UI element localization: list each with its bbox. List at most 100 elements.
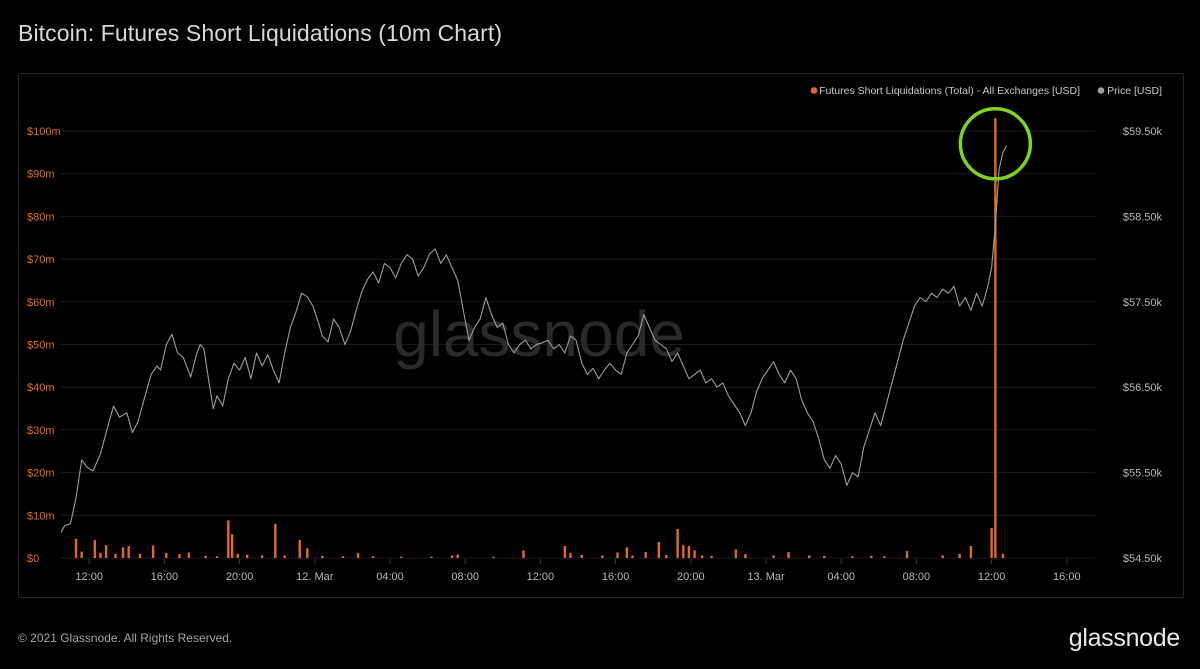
liquidation-bar[interactable] [883, 556, 886, 558]
glassnode-logo[interactable]: glassnode [1068, 624, 1181, 652]
liquidation-bar[interactable] [127, 546, 130, 558]
liquidation-bar[interactable] [341, 556, 345, 558]
legend-price-label[interactable]: Price [USD] [1107, 85, 1162, 97]
y-right-tick-label: $56.50k [1123, 382, 1163, 394]
liquidation-bar[interactable] [580, 555, 583, 558]
liquidation-bar[interactable] [1001, 553, 1005, 558]
liquidation-bar[interactable] [851, 556, 854, 558]
legend-price-dot [1097, 87, 1105, 94]
y-right-tick-label: $55.50k [1123, 468, 1163, 480]
liquidation-bar[interactable] [616, 552, 619, 558]
y-left-tick-label: $60m [27, 297, 55, 309]
liquidation-bar[interactable] [644, 552, 647, 558]
liquidation-bar[interactable] [693, 550, 696, 558]
liquidation-bar[interactable] [274, 523, 277, 558]
liquidation-bar[interactable] [104, 545, 108, 558]
liquidation-bar[interactable] [563, 546, 567, 558]
liquidation-bar[interactable] [456, 554, 459, 558]
liquidation-bar[interactable] [492, 556, 495, 558]
x-tick-label: 12:00 [75, 571, 103, 583]
y-left-tick-label: $10m [27, 510, 55, 522]
liquidation-bar[interactable] [744, 554, 747, 558]
liquidation-bar[interactable] [430, 556, 433, 558]
chart-frame: glassnode $0 $10m $20m $30m $40m $50m $60m $70m $… [18, 73, 1184, 598]
liquidation-bar[interactable] [969, 546, 973, 558]
liquidation-bar[interactable] [138, 553, 142, 558]
liquidation-bar[interactable] [710, 555, 713, 558]
liquidation-bar[interactable] [994, 118, 997, 558]
liquidation-bar[interactable] [700, 555, 704, 558]
liquidation-bar[interactable] [227, 520, 230, 558]
liquidation-bar[interactable] [569, 552, 572, 558]
watermark-text: glassnode [393, 298, 685, 370]
liquidation-bar[interactable] [178, 554, 181, 558]
page-title: Bitcoin: Futures Short Liquidations (10m… [18, 20, 503, 46]
liquidation-bar[interactable] [682, 545, 685, 558]
y-right-tick-label: $54.50k [1123, 553, 1163, 565]
liquidation-bar[interactable] [905, 551, 909, 558]
liquidation-bar[interactable] [283, 555, 286, 558]
liquidation-bar[interactable] [114, 553, 117, 558]
x-tick-label: 13. Mar [747, 571, 785, 583]
liquidation-bar[interactable] [306, 548, 309, 558]
price-line[interactable] [60, 145, 1008, 533]
liquidation-bar[interactable] [958, 553, 961, 558]
y-left-tick-label: $90m [27, 169, 55, 181]
x-tick-label: 12:00 [527, 571, 555, 583]
liquidation-bar[interactable] [625, 547, 629, 558]
x-tick-label: 16:00 [602, 571, 630, 583]
y-left-tick-label: $70m [27, 254, 55, 266]
liquidation-bar[interactable] [99, 552, 102, 558]
liquidation-bar[interactable] [601, 555, 604, 558]
y-left-tick-label: $20m [27, 468, 55, 480]
liquidation-bar[interactable] [187, 552, 191, 558]
liquidation-bar[interactable] [80, 551, 83, 558]
liquidation-bar[interactable] [823, 555, 826, 558]
liquidation-bar[interactable] [676, 528, 679, 558]
y-left-tick-label: $100m [27, 126, 61, 138]
x-tick-label: 04:00 [827, 571, 855, 583]
liquidation-bar[interactable] [245, 554, 249, 558]
liquidation-bar[interactable] [772, 555, 775, 558]
chart-svg[interactable]: glassnode $0 $10m $20m $30m $40m $50m $60m $70m $… [19, 74, 1183, 597]
y-right-tick-label: $57.50k [1123, 297, 1163, 309]
liquidation-bar[interactable] [787, 552, 790, 558]
liquidation-bar[interactable] [121, 547, 125, 558]
liquidation-bar[interactable] [990, 528, 993, 558]
liquidation-bar[interactable] [151, 545, 155, 558]
x-tick-label: 20:00 [226, 571, 254, 583]
liquidation-bar[interactable] [687, 546, 691, 558]
liquidation-bar[interactable] [400, 556, 403, 558]
x-tick-label: 08:00 [903, 571, 931, 583]
x-tick-label: 16:00 [151, 571, 179, 583]
liquidation-bar[interactable] [321, 555, 324, 558]
liquidation-bar[interactable] [215, 556, 219, 558]
liquidation-bar[interactable] [734, 549, 738, 558]
liquidation-bar[interactable] [230, 534, 234, 558]
y-left-tick-label: $50m [27, 340, 55, 352]
liquidation-bar[interactable] [236, 553, 239, 558]
legend-liquidations-label[interactable]: Futures Short Liquidations (Total) - All… [819, 85, 1080, 97]
liquidation-bar[interactable] [93, 540, 97, 558]
liquidation-bar[interactable] [298, 540, 301, 558]
liquidation-bar[interactable] [450, 555, 454, 558]
liquidation-bar[interactable] [808, 555, 811, 558]
y-left-tick-label: $40m [27, 382, 55, 394]
liquidation-bar[interactable] [204, 555, 207, 558]
y-left-tick-label: $0 [27, 553, 39, 565]
liquidation-bar[interactable] [657, 541, 661, 558]
liquidation-bar[interactable] [260, 555, 264, 558]
liquidation-bar[interactable] [522, 550, 525, 558]
liquidation-bar[interactable] [870, 555, 873, 558]
liquidation-bar[interactable] [941, 555, 944, 558]
y-right-tick-label: $59.50k [1123, 126, 1163, 138]
liquidation-bar[interactable] [371, 556, 375, 558]
liquidation-bar[interactable] [74, 538, 78, 558]
liquidation-bar[interactable] [665, 555, 668, 558]
liquidation-bar[interactable] [165, 552, 168, 558]
x-tick-label: 12:00 [978, 571, 1006, 583]
liquidation-bar[interactable] [631, 555, 634, 558]
x-tick-label: 04:00 [376, 571, 404, 583]
liquidation-bar[interactable] [356, 552, 360, 558]
